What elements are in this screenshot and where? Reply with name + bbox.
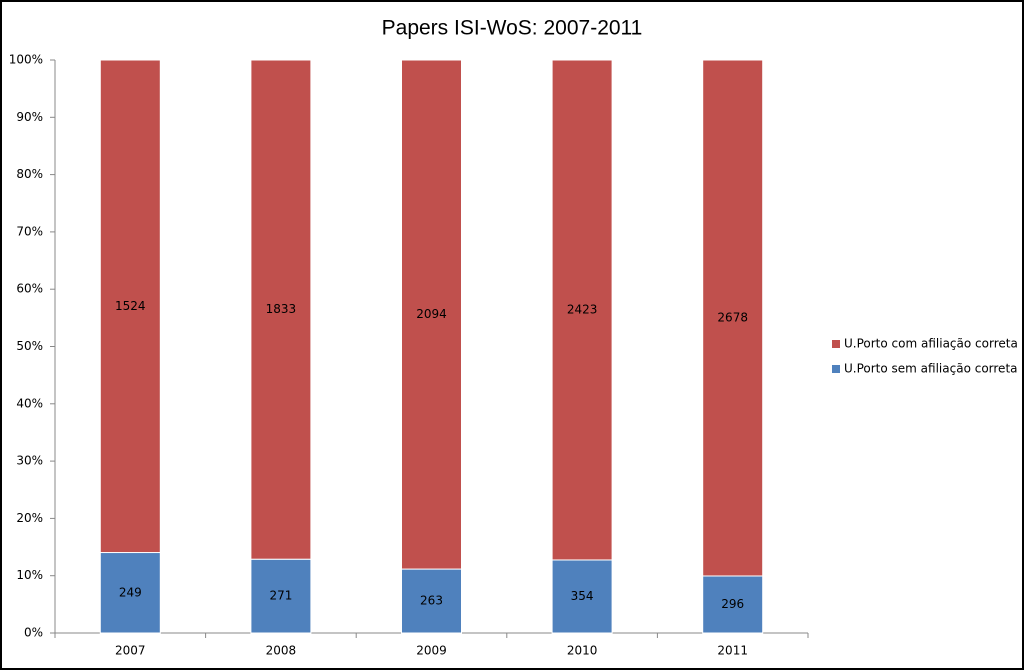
legend-swatch bbox=[832, 340, 840, 348]
data-label: 354 bbox=[571, 589, 594, 603]
data-label: 263 bbox=[420, 594, 443, 608]
x-tick-label: 2007 bbox=[115, 644, 146, 658]
data-label: 1524 bbox=[115, 299, 146, 313]
data-label: 2678 bbox=[717, 310, 748, 324]
data-label: 1833 bbox=[266, 302, 297, 316]
bar-segment bbox=[401, 59, 462, 570]
y-tick-label: 0% bbox=[24, 626, 43, 640]
y-tick-label: 10% bbox=[16, 568, 43, 582]
bar-segment bbox=[702, 59, 764, 577]
y-tick-label: 40% bbox=[16, 396, 43, 410]
bar-segment bbox=[99, 552, 161, 634]
chart-title: Papers ISI-WoS: 2007-2011 bbox=[382, 17, 643, 40]
y-tick-label: 20% bbox=[16, 511, 43, 525]
bar-segment bbox=[250, 59, 312, 560]
data-label: 296 bbox=[721, 597, 744, 611]
y-tick-label: 70% bbox=[16, 224, 43, 238]
x-tick-label: 2008 bbox=[266, 644, 297, 658]
legend-swatch bbox=[832, 365, 840, 373]
x-tick-label: 2009 bbox=[416, 644, 447, 658]
data-label: 2094 bbox=[416, 307, 447, 321]
x-tick-label: 2010 bbox=[567, 644, 598, 658]
bar-segment bbox=[551, 59, 613, 561]
data-label: 271 bbox=[269, 589, 292, 603]
y-tick-label: 30% bbox=[16, 454, 43, 468]
bar-segment bbox=[401, 568, 462, 634]
legend-label: U.Porto com afiliação correta bbox=[844, 337, 1018, 351]
y-tick-label: 90% bbox=[16, 110, 43, 124]
bar-segment bbox=[702, 575, 764, 634]
y-tick-label: 100% bbox=[9, 53, 43, 67]
y-tick-label: 50% bbox=[16, 339, 43, 353]
x-tick-label: 2011 bbox=[717, 644, 748, 658]
y-tick-label: 60% bbox=[16, 282, 43, 296]
data-label: 249 bbox=[119, 585, 142, 599]
bar-segment bbox=[551, 559, 613, 634]
data-label: 2423 bbox=[567, 302, 598, 316]
y-tick-label: 80% bbox=[16, 167, 43, 181]
bar-segment bbox=[250, 558, 312, 634]
legend-label: U.Porto sem afiliação correta bbox=[844, 362, 1018, 376]
bar-segment bbox=[99, 59, 161, 554]
